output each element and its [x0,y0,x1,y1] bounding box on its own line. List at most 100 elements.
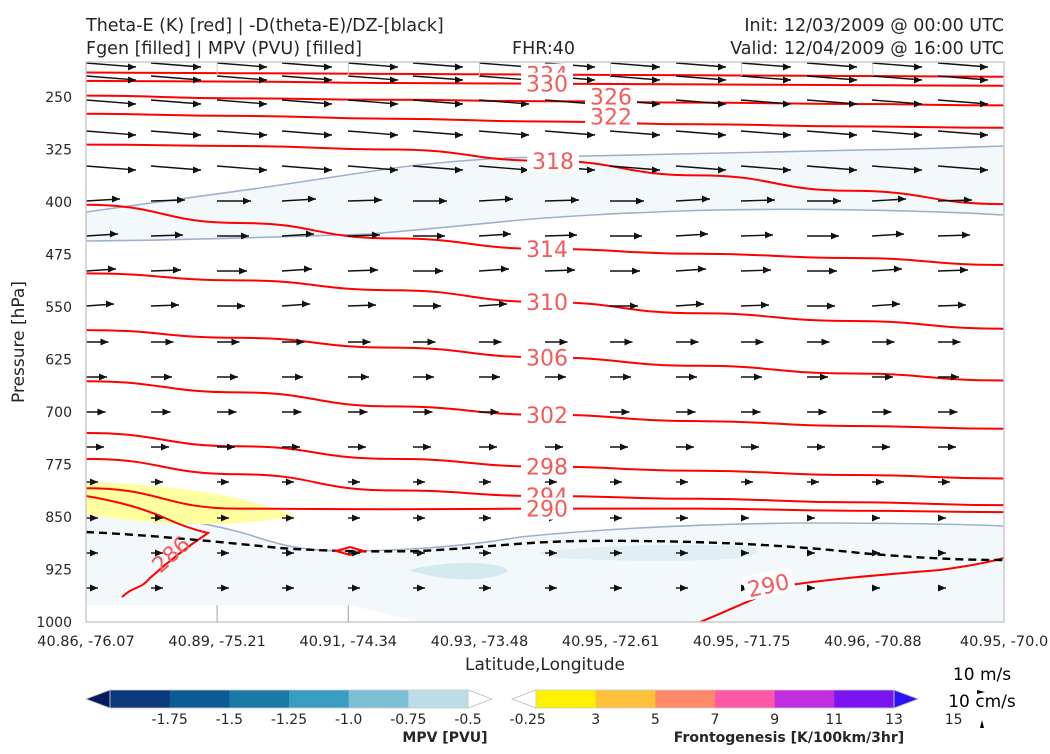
wind-vector-head [193,63,201,71]
wind-vector-head [630,302,638,310]
mpv-fill-lower-edge [86,512,1004,552]
wind-vector-head [745,478,753,486]
wind-vector-head [718,76,726,84]
wind-vector-shaft [86,75,137,81]
wind-vector-head [128,166,136,174]
mpv-fill-patch-1 [408,562,508,580]
colorbar-tick-label: -0.25 [510,712,546,728]
wind-vector-head [455,76,463,84]
wind-vector-shaft [412,130,464,136]
wind-vector-head [171,301,179,309]
wind-vector-head [423,443,431,451]
wind-vector-shaft [412,62,464,68]
y-tick-label: 550 [45,300,72,316]
wind-vector-head [690,338,699,346]
wind-vector-head [718,100,726,108]
wind-vector-head [493,338,502,346]
wind-vector-shaft [478,130,530,136]
colorbar-tick-label: 7 [711,712,720,728]
wind-vector-head [807,549,815,557]
wind-reference-arrow-horizontal [977,690,985,694]
colorbar-segment [595,690,656,708]
wind-vector-head [883,408,892,416]
wind-vector-head [295,373,303,381]
wind-vector-shaft [86,165,137,171]
x-axis-label: Latitude,Longitude [465,655,625,675]
x-tick-label: 40.86, -76.07 [37,634,134,650]
wind-vector-shaft [806,62,858,68]
contour-label-310: 310 [526,291,568,316]
wind-vector-head [417,549,425,557]
wind-vector-shaft [347,99,399,105]
wind-vector-head [783,76,791,84]
wind-vector-head [876,478,884,486]
y-tick-label: 400 [45,195,72,211]
y-tick-label: 775 [45,458,72,474]
wind-vector-head [128,131,136,139]
wind-vector-head [827,302,835,310]
wind-vector-shaft [216,62,268,68]
wind-vector-head [620,443,628,451]
wind-vector-head [849,100,857,108]
wind-vector-head [783,63,791,71]
wind-vector-shaft [609,62,661,68]
contour-label-318: 318 [532,150,574,175]
wind-vector-head [652,100,660,108]
wind-vector-head [505,195,513,203]
wind-vector-head [286,478,294,486]
wind-vector-head [958,301,966,309]
wind-vector-shaft [412,99,464,105]
wind-vector-head [587,76,595,84]
wind-vector-shaft [937,130,989,136]
y-axis: 250 325 400 475 550 625 700 775 850 925 1000 [36,90,72,631]
wind-vector-head [324,76,332,84]
wind-vector-shaft [412,75,464,81]
red-low-ring [332,545,368,557]
contour-label-bg [742,567,796,601]
wind-vector-head [424,408,433,416]
colorbar-outline [535,689,895,709]
x-tick-label: 40.95, -70.0 [960,634,1048,650]
wind-vector-head [455,100,463,108]
x-tick-label: 40.91, -74.34 [300,634,397,650]
mpv-colorbar-label: MPV [PVU] [402,730,487,746]
wind-vector-head [231,338,240,346]
wind-vector-head [352,478,360,486]
wind-vector-head [390,131,398,139]
theta-e-contour-286 [86,495,211,598]
wind-vector-shaft [347,130,399,136]
wind-vector-head [492,373,500,381]
wind-vector-head [948,443,956,451]
wind-vector-head [455,63,463,71]
wind-vector-head [433,302,441,310]
wind-vector-head [352,514,360,522]
wind-vector-shaft [871,75,923,81]
wind-vector-shaft [347,165,399,171]
wind-vector-head [914,63,922,71]
wind-vector-head [767,196,775,204]
wind-vector-head [614,478,622,486]
valid-time: Valid: 12/04/2009 @ 16:00 UTC [730,39,1004,59]
wind-vector-shaft [281,130,333,136]
wind-vector-head [259,63,267,71]
wind-reference-speed: 10 m/s [953,665,1011,685]
wind-vector-head [368,301,376,309]
fgen-colorbar-label: Frontogenesis [K/100km/3hr] [674,730,904,746]
wind-vector-head [755,338,764,346]
wind-vector-shaft [740,130,792,136]
wind-vector-shaft [478,62,530,68]
wind-vector-head [239,267,247,275]
contour-label-bg [521,72,573,95]
wind-vector-head [259,131,267,139]
wind-vector-shaft [478,75,530,81]
wind-vector-head [752,408,761,416]
title-line-1: Theta-E (K) [red] | -D(theta-E)/DZ-[blac… [85,16,444,36]
wind-vector-head [960,266,968,274]
contour-label-bg [585,105,637,128]
wind-vector-head [435,267,443,275]
wind-vector-head [914,100,922,108]
colorbar-tick-label: 11 [825,712,843,728]
wind-vector-head [501,265,509,273]
wind-vector-head [980,166,988,174]
wind-vector-head [951,373,959,381]
